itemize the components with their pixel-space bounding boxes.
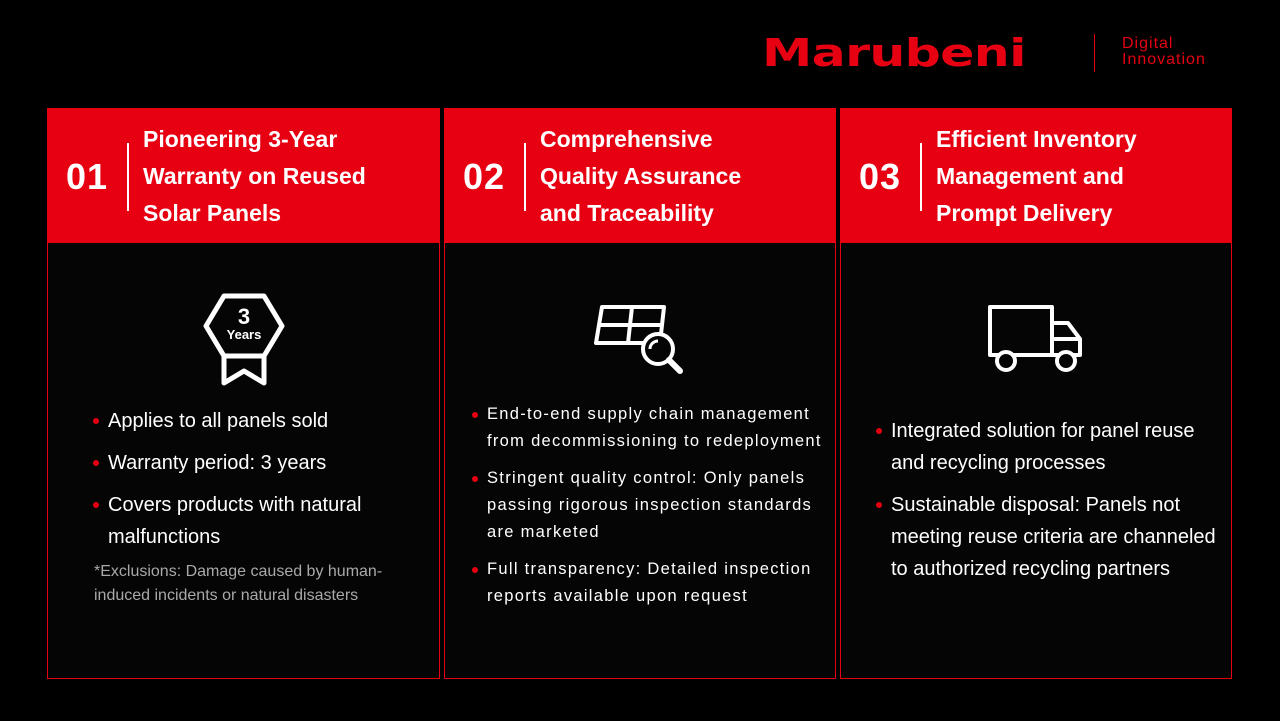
card-title-line: Pioneering 3-Year	[143, 126, 338, 152]
list-item: Warranty period: 3 years	[93, 447, 429, 479]
brand-subtitle: Digital Innovation	[1122, 36, 1206, 68]
card-title-line: Management and	[936, 163, 1124, 189]
list-item: Full transparency: Detailed inspection r…	[472, 556, 827, 610]
exclusions-note: *Exclusions: Damage caused by human-indu…	[94, 563, 383, 604]
card-title-line: Solar Panels	[143, 200, 282, 226]
card-number: 03	[859, 156, 902, 197]
badge-number: 3	[237, 304, 249, 329]
card-number: 01	[66, 156, 109, 197]
brand-divider	[1094, 34, 1095, 72]
header-divider	[524, 143, 526, 211]
card-title-line: Warranty on Reused	[143, 163, 366, 189]
card-header: 03 Efficient Inventory Management and Pr…	[841, 109, 1231, 243]
card-number: 02	[463, 156, 506, 197]
delivery-truck-icon	[841, 303, 1231, 375]
card-title-line: Efficient Inventory	[936, 126, 1137, 152]
brand-subtitle-line2: Innovation	[1122, 51, 1206, 68]
badge-text: Years	[226, 327, 261, 342]
card-header: 01 Pioneering 3-Year Warranty on Reused …	[48, 109, 439, 243]
card-warranty: 01 Pioneering 3-Year Warranty on Reused …	[47, 108, 440, 679]
bullet-list: End-to-end supply chain management from …	[472, 401, 827, 620]
warranty-badge-icon: 3 Years	[48, 293, 439, 387]
brand-subtitle-line1: Digital	[1122, 35, 1174, 52]
card-inventory: 03 Efficient Inventory Management and Pr…	[840, 108, 1232, 679]
bullet-list: Applies to all panels sold Warranty peri…	[93, 405, 429, 563]
card-title-line: Quality Assurance	[540, 163, 742, 189]
brand-logo: Marubeni	[762, 31, 1026, 75]
card-header: 02 Comprehensive Quality Assurance and T…	[445, 109, 835, 243]
card-title-line: and Traceability	[540, 200, 714, 226]
list-item: Stringent quality control: Only panels p…	[472, 465, 827, 546]
card-title: Efficient Inventory Management and Promp…	[936, 121, 1221, 232]
solar-panel-inspection-icon	[445, 303, 835, 375]
card-quality: 02 Comprehensive Quality Assurance and T…	[444, 108, 836, 679]
list-item: Sustainable disposal: Panels not meeting…	[876, 489, 1221, 585]
bullet-list: Integrated solution for panel reuse and …	[876, 415, 1221, 595]
header-divider	[920, 143, 922, 211]
list-item: Applies to all panels sold	[93, 405, 429, 437]
card-title: Comprehensive Quality Assurance and Trac…	[540, 121, 825, 232]
card-title-line: Prompt Delivery	[936, 200, 1113, 226]
list-item: End-to-end supply chain management from …	[472, 401, 827, 455]
list-item: Integrated solution for panel reuse and …	[876, 415, 1221, 479]
list-item: Covers products with natural malfunction…	[93, 489, 429, 553]
card-title-line: Comprehensive	[540, 126, 713, 152]
card-title: Pioneering 3-Year Warranty on Reused Sol…	[143, 121, 429, 232]
brand-header: Marubeni Digital Innovation	[762, 31, 1242, 75]
header-divider	[127, 143, 129, 211]
